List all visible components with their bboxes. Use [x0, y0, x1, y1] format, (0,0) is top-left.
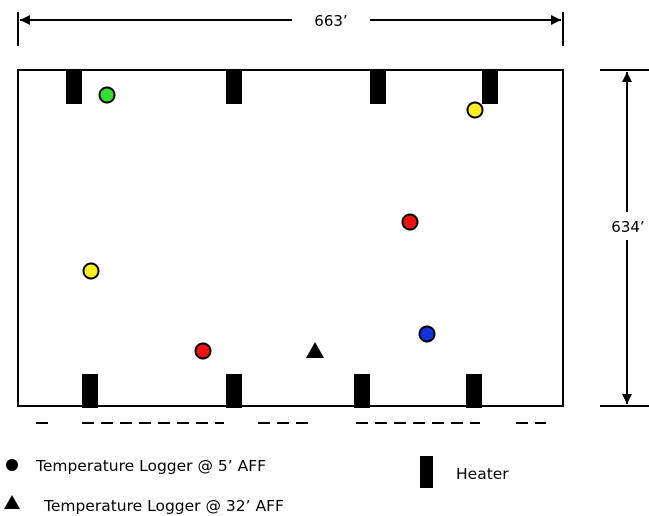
legend-heater-icon: [420, 456, 433, 488]
blue-logger: [418, 325, 436, 343]
logger-32ft-triangle: [306, 342, 324, 358]
top-heaters: [66, 70, 498, 104]
legend-logger-32ft-label: Temperature Logger @ 32’ AFF: [43, 497, 284, 515]
heater-top-4: [482, 70, 498, 104]
red-logger-middle-right: [401, 213, 419, 231]
yellow-logger-left: [82, 262, 100, 280]
heater-top-2: [226, 70, 242, 104]
heater-bottom-3: [354, 374, 370, 408]
green-logger: [98, 86, 116, 104]
height-dimension: 634’: [600, 69, 649, 407]
heater-bottom-4: [466, 374, 482, 408]
legend-heater-label: Heater: [456, 465, 509, 483]
bottom-heaters: [82, 374, 482, 408]
legend-triangle-icon: [4, 495, 20, 509]
yellow-logger-top-right: [466, 101, 484, 119]
legend-logger-5ft-label: Temperature Logger @ 5’ AFF: [35, 457, 266, 475]
red-logger-bottom: [194, 342, 212, 360]
heater-top-1: [66, 70, 82, 104]
heater-bottom-2: [226, 374, 242, 408]
heater-top-3: [370, 70, 386, 104]
width-dimension: 663’: [17, 12, 564, 46]
heater-bottom-1: [82, 374, 98, 408]
height-label: 634’: [611, 218, 644, 236]
legend: Temperature Logger @ 5’ AFF Temperature …: [4, 456, 509, 515]
building-outline: [17, 69, 564, 407]
width-label: 663’: [314, 12, 347, 30]
loggers-5ft: [82, 86, 484, 360]
legend-circle-icon: [6, 459, 18, 471]
